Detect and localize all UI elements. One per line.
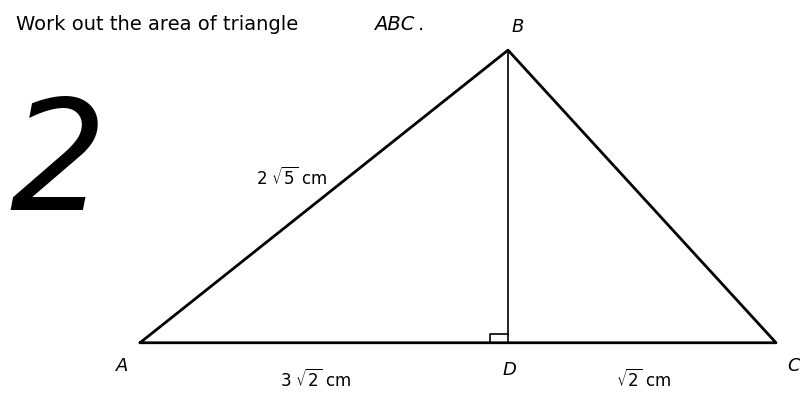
Text: $\sqrt{2}$ cm: $\sqrt{2}$ cm — [616, 370, 672, 391]
Text: ABC: ABC — [374, 15, 414, 33]
Text: B: B — [511, 18, 524, 36]
Text: 2: 2 — [9, 93, 106, 242]
Text: 2 $\sqrt{5}$ cm: 2 $\sqrt{5}$ cm — [256, 167, 328, 189]
Text: D: D — [502, 361, 517, 379]
Text: Work out the area of triangle: Work out the area of triangle — [16, 15, 305, 33]
Text: C: C — [787, 357, 800, 375]
Text: 3 $\sqrt{2}$ cm: 3 $\sqrt{2}$ cm — [280, 370, 352, 391]
Text: A: A — [116, 357, 129, 375]
Text: .: . — [418, 15, 424, 33]
